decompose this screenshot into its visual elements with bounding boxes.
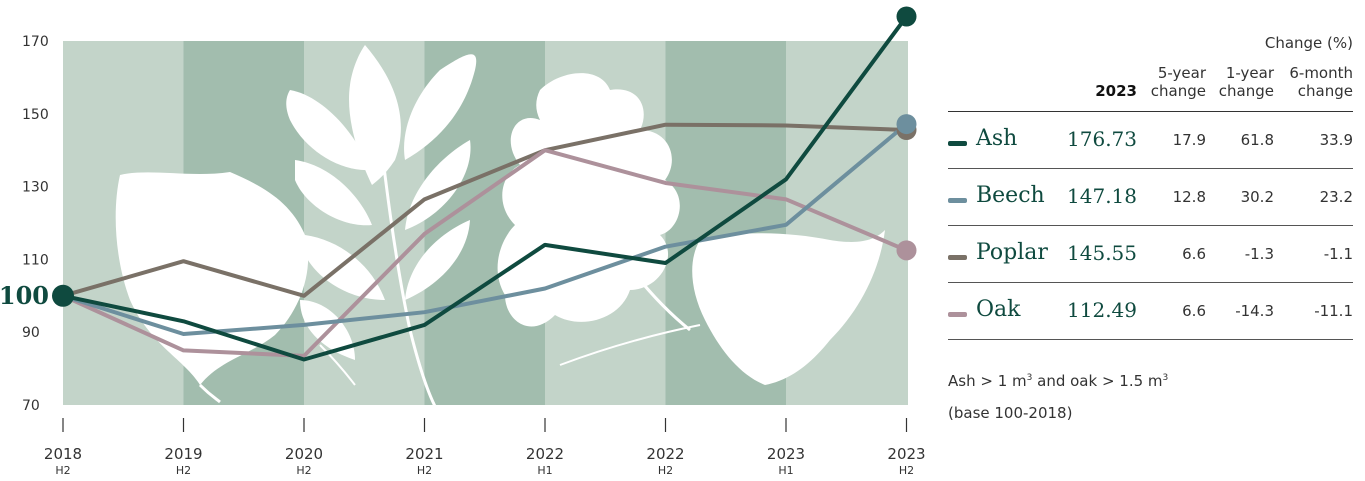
x-tick-label: 2023 [767, 445, 805, 463]
legend-swatch [948, 141, 967, 146]
y-tick-label: 70 [22, 398, 40, 414]
leaf-shape [286, 90, 370, 171]
y-tick-label: 150 [22, 107, 49, 123]
x-tick-sublabel: H2 [899, 464, 914, 477]
value-1-year: -14.3 [1235, 302, 1274, 320]
x-tick-label: 2020 [285, 445, 323, 463]
series-line-ash [61, 14, 909, 362]
leaf-shape [405, 140, 471, 230]
value-5-year: 6.6 [1182, 302, 1206, 320]
leaf-stem [198, 383, 221, 404]
column-header-5-year: 5-year change [1150, 64, 1206, 100]
change-group-header: Change (%) [1264, 34, 1353, 52]
x-tick-label: 2019 [164, 445, 202, 463]
column-header-1-year: 1-year change [1218, 64, 1274, 100]
legend-swatch [948, 198, 967, 203]
series-name: Oak [976, 297, 1021, 322]
x-tick-sublabel: H2 [417, 464, 432, 477]
end-marker-ash [896, 6, 917, 27]
x-tick-sublabel: H2 [658, 464, 673, 477]
footnote-base: (base 100-2018) [948, 404, 1073, 422]
value-5-year: 12.8 [1172, 188, 1206, 206]
series-name: Ash [976, 126, 1018, 151]
series-name: Poplar [976, 240, 1048, 265]
x-tick-sublabel: H1 [778, 464, 793, 477]
series-line-oak [61, 148, 909, 358]
leaf-illustration [115, 45, 885, 416]
leaf-shape [115, 172, 309, 385]
value-5-year: 17.9 [1172, 131, 1206, 149]
leaf-stem [373, 89, 442, 416]
x-tick-label: 2023 [887, 445, 925, 463]
value-1-year: 61.8 [1240, 131, 1274, 149]
base-point [52, 284, 74, 307]
y-tick-label: 130 [22, 180, 49, 196]
table-header: Change (%) 2023 5-year change 1-year cha… [948, 34, 1353, 112]
value-1-year: 30.2 [1240, 188, 1274, 206]
y-tick-label: 110 [22, 252, 49, 268]
summary-table: Change (%) 2023 5-year change 1-year cha… [948, 34, 1353, 340]
x-tick-sublabel: H1 [537, 464, 552, 477]
table-row: Oak 112.49 6.6 -14.3 -11.1 [948, 283, 1353, 340]
end-marker-oak [896, 240, 917, 261]
x-tick-sublabel: H2 [176, 464, 191, 477]
table-row: Beech 147.18 12.8 30.2 23.2 [948, 169, 1353, 226]
legend-swatch [948, 255, 967, 260]
leaf-shape [349, 45, 401, 185]
leaf-shape [692, 230, 885, 385]
y-tick-label: 170 [22, 34, 49, 50]
x-tick-sublabel: H2 [296, 464, 311, 477]
column-header-2023: 2023 [1095, 82, 1137, 100]
leaf-shape [405, 220, 470, 300]
series-lines [61, 14, 909, 362]
base-label: 100 [0, 281, 49, 310]
table-row: Poplar 145.55 6.6 -1.3 -1.1 [948, 226, 1353, 283]
y-tick-label: 90 [22, 325, 40, 341]
value-2023: 176.73 [1067, 127, 1137, 151]
table-row: Ash 176.73 17.9 61.8 33.9 [948, 112, 1353, 169]
leaf-shape [404, 54, 477, 160]
value-2023: 112.49 [1067, 298, 1137, 322]
x-axis: 2018H22019H22020H22021H22022H12022H22023… [44, 418, 926, 477]
value-6-month: -1.1 [1323, 245, 1353, 263]
x-tick-label: 2022 [646, 445, 684, 463]
leaf-stem [559, 324, 701, 366]
value-5-year: 6.6 [1182, 245, 1206, 263]
end-marker-beech [896, 114, 917, 135]
leaf-shape [497, 73, 680, 327]
leaf-shape [305, 235, 385, 300]
leaf-shape [295, 160, 372, 226]
value-2023: 145.55 [1067, 241, 1137, 265]
value-6-month: -11.1 [1314, 302, 1353, 320]
x-tick-label: 2018 [44, 445, 82, 463]
legend-swatch [948, 312, 967, 317]
series-line-beech [61, 122, 909, 337]
series-line-poplar [61, 122, 909, 298]
series-name: Beech [976, 183, 1045, 208]
x-tick-label: 2022 [526, 445, 564, 463]
y-axis: 70 90 110 130 150 170 [22, 34, 49, 414]
x-tick-sublabel: H2 [55, 464, 70, 477]
value-2023: 147.18 [1067, 184, 1137, 208]
column-header-6-month: 6-month change [1289, 64, 1353, 100]
value-6-month: 23.2 [1319, 188, 1353, 206]
series-end-markers [896, 6, 917, 261]
leaf-stem [319, 344, 356, 386]
value-1-year: -1.3 [1244, 245, 1274, 263]
footnote-units: Ash > 1 m3 and oak > 1.5 m3 [948, 372, 1169, 390]
x-tick-label: 2021 [405, 445, 443, 463]
value-6-month: 33.9 [1319, 131, 1353, 149]
